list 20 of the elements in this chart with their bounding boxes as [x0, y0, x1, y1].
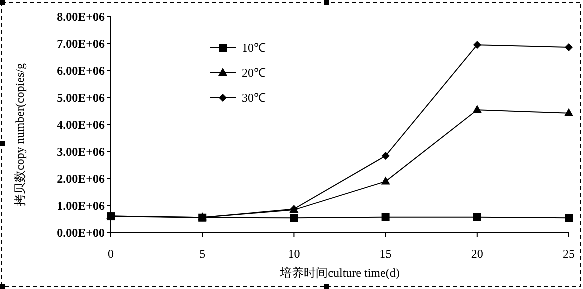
y-tick-label: 6.00E+06: [57, 64, 105, 78]
y-tick-label: 2.00E+06: [57, 172, 105, 186]
x-tick-label: 20: [471, 247, 484, 261]
x-tick-label: 10: [288, 247, 300, 261]
legend-label: 20℃: [242, 66, 266, 80]
legend-label: 10℃: [242, 41, 266, 56]
x-tick-label: 25: [563, 247, 575, 261]
x-tick-label: 5: [200, 247, 206, 261]
y-tick-label: 7.00E+06: [57, 37, 105, 52]
x-tick-label: 0: [108, 247, 114, 261]
y-tick-label: 4.00E+06: [57, 118, 105, 132]
y-tick-label: 1.00E+06: [57, 199, 105, 214]
y-tick-label: 3.00E+06: [57, 145, 105, 160]
y-axis-title: 拷贝数copy number(copies/g: [13, 64, 27, 206]
legend-label: 30℃: [242, 91, 266, 106]
x-axis-title: 培养时间culture time(d): [279, 266, 400, 280]
y-tick-label: 8.00E+06: [57, 10, 105, 24]
y-tick-label: 5.00E+06: [57, 91, 105, 106]
x-tick-label: 15: [380, 247, 392, 261]
y-tick-label: 0.00E+00: [57, 226, 105, 240]
